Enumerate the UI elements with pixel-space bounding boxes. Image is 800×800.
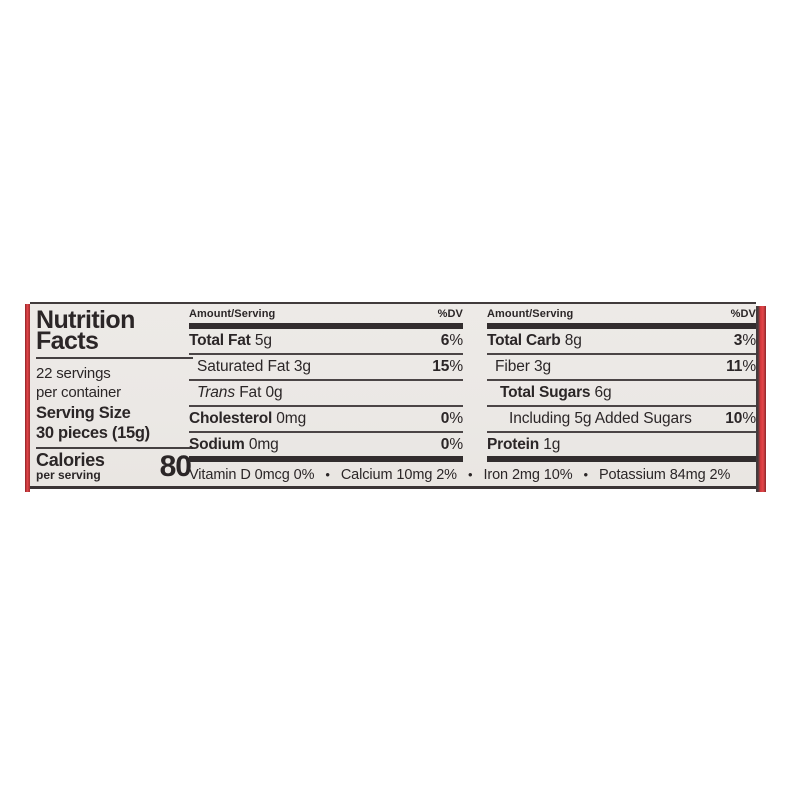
dv-number: 6 bbox=[440, 332, 450, 349]
nutrient-row-total-sugars: Total Sugars 6g bbox=[487, 381, 756, 407]
column-header: Amount/Serving %DV bbox=[189, 304, 463, 323]
nutrient-dv: 10% bbox=[725, 411, 756, 427]
amount-serving-header: Amount/Serving bbox=[189, 308, 276, 320]
nutrient-name-bold: Cholesterol bbox=[189, 410, 273, 427]
dv-percent-sign: % bbox=[449, 410, 463, 427]
bullet-separator: • bbox=[325, 467, 330, 482]
nutrient-dv: 3% bbox=[734, 333, 756, 349]
thick-bar bbox=[189, 323, 463, 329]
calories-labels: Calories per serving bbox=[36, 450, 105, 482]
nutrient-row-sodium: Sodium 0mg 0% bbox=[189, 433, 463, 456]
calories-value: 80 bbox=[159, 450, 192, 483]
calories-label: Calories bbox=[36, 450, 105, 470]
label-summary-column: Nutrition Facts 22 servings per containe… bbox=[36, 304, 193, 482]
servings-line2: per container bbox=[36, 384, 121, 401]
dv-number: 3 bbox=[733, 332, 743, 349]
nutrient-amount: 0mg bbox=[244, 436, 279, 453]
nutrient-name: Total Fat 5g bbox=[189, 333, 272, 349]
micronutrient-potassium: Potassium 84mg 2% bbox=[598, 467, 731, 483]
serving-size-label: Serving Size bbox=[36, 404, 131, 422]
nutrient-row-total-fat: Total Fat 5g 6% bbox=[189, 329, 463, 355]
nutrient-column-carbs: Amount/Serving %DV Total Carb 8g 3% Fibe… bbox=[487, 304, 756, 462]
nutrient-name: Protein 1g bbox=[487, 437, 560, 453]
nutrient-row-saturated-fat: Saturated Fat 3g 15% bbox=[189, 355, 463, 381]
nutrient-amount: Fat 0g bbox=[234, 384, 283, 401]
nutrition-facts-label: Nutrition Facts 22 servings per containe… bbox=[30, 302, 756, 489]
nutrient-amount: Including 5g Added Sugars bbox=[509, 410, 692, 427]
nutrient-amount: 1g bbox=[539, 436, 561, 453]
micronutrient-vitamin-d: Vitamin D 0mcg 0% bbox=[189, 467, 315, 483]
nutrient-name: Trans Fat 0g bbox=[197, 385, 283, 401]
bullet-separator: • bbox=[583, 467, 589, 482]
micronutrient-calcium: Calcium 10mg 2% bbox=[340, 467, 457, 483]
dv-percent-sign: % bbox=[742, 358, 756, 375]
servings-line1: 22 servings bbox=[36, 365, 111, 382]
nutrient-name: Sodium 0mg bbox=[189, 437, 279, 453]
nutrient-name: Cholesterol 0mg bbox=[189, 411, 306, 427]
nutrient-dv: 15% bbox=[432, 359, 463, 375]
nutrient-amount: 5g bbox=[250, 332, 272, 349]
nutrient-name-bold: Total Fat bbox=[189, 332, 251, 349]
nutrient-row-trans-fat: Trans Fat 0g bbox=[189, 381, 463, 407]
dv-percent-sign: % bbox=[449, 332, 463, 349]
nutrient-dv: 11% bbox=[726, 359, 756, 375]
micronutrient-iron: Iron 2mg 10% bbox=[483, 467, 573, 483]
nutrient-row-protein: Protein 1g bbox=[487, 433, 756, 456]
nutrient-dv: 6% bbox=[441, 333, 463, 349]
thick-bar bbox=[189, 456, 463, 462]
dv-number: 15 bbox=[432, 358, 450, 375]
label-title-line1: Nutrition bbox=[36, 306, 135, 334]
serving-size: Serving Size 30 pieces (15g) bbox=[36, 402, 193, 443]
package-red-stripe-left bbox=[25, 304, 30, 492]
nutrient-name: Saturated Fat 3g bbox=[197, 359, 311, 375]
nutrient-amount: Saturated Fat 3g bbox=[197, 358, 311, 375]
nutrient-amount: 0mg bbox=[272, 410, 307, 427]
dv-number: 11 bbox=[726, 358, 743, 375]
thick-bar bbox=[487, 456, 756, 462]
dv-number: 0 bbox=[440, 410, 450, 427]
nutrient-row-cholesterol: Cholesterol 0mg 0% bbox=[189, 407, 463, 433]
calories-divider bbox=[36, 447, 193, 449]
nutrient-row-fiber: Fiber 3g 11% bbox=[487, 355, 756, 381]
nutrient-amount: Fiber 3g bbox=[495, 358, 552, 375]
dv-header: %DV bbox=[437, 308, 463, 320]
calories-block: Calories per serving 80 bbox=[36, 449, 193, 482]
dv-percent-sign: % bbox=[449, 436, 463, 453]
dv-percent-sign: % bbox=[742, 410, 756, 427]
nutrient-name: Total Carb 8g bbox=[487, 333, 582, 349]
nutrient-amount: 8g bbox=[560, 332, 582, 349]
dv-percent-sign: % bbox=[449, 358, 463, 375]
nutrient-name: Fiber 3g bbox=[495, 359, 551, 375]
title-divider bbox=[36, 357, 193, 359]
nutrient-amount: 6g bbox=[590, 384, 612, 401]
dv-number: 10 bbox=[725, 410, 743, 427]
nutrient-name-italic: Trans bbox=[197, 384, 235, 401]
column-header: Amount/Serving %DV bbox=[487, 304, 756, 323]
nutrient-name: Total Sugars 6g bbox=[500, 385, 612, 401]
serving-size-value: 30 pieces (15g) bbox=[36, 423, 150, 442]
nutrient-name-bold: Total Sugars bbox=[500, 384, 591, 401]
nutrient-row-added-sugars: Including 5g Added Sugars 10% bbox=[487, 407, 756, 433]
label-title: Nutrition Facts bbox=[36, 304, 193, 355]
nutrient-name: Including 5g Added Sugars bbox=[509, 411, 692, 427]
nutrient-name-bold: Protein bbox=[487, 436, 539, 453]
micronutrients-line: Vitamin D 0mcg 0% • Calcium 10mg 2% • Ir… bbox=[189, 463, 749, 483]
nutrient-name-bold: Sodium bbox=[189, 436, 245, 453]
package-red-stripe-right bbox=[756, 306, 766, 492]
nutrient-column-fats: Amount/Serving %DV Total Fat 5g 6% Satur… bbox=[189, 304, 463, 462]
thick-bar bbox=[487, 323, 756, 329]
nutrient-dv: 0% bbox=[441, 411, 463, 427]
calories-sublabel: per serving bbox=[36, 468, 101, 482]
label-title-line2: Facts bbox=[36, 327, 99, 355]
amount-serving-header: Amount/Serving bbox=[487, 308, 574, 320]
nutrient-name-bold: Total Carb bbox=[487, 332, 561, 349]
nutrient-dv: 0% bbox=[441, 437, 463, 453]
bullet-separator: • bbox=[467, 467, 473, 482]
dv-number: 0 bbox=[440, 436, 450, 453]
dv-percent-sign: % bbox=[742, 332, 756, 349]
servings-per-container: 22 servings per container bbox=[36, 359, 193, 402]
nutrient-row-total-carb: Total Carb 8g 3% bbox=[487, 329, 756, 355]
dv-header: %DV bbox=[730, 308, 756, 320]
